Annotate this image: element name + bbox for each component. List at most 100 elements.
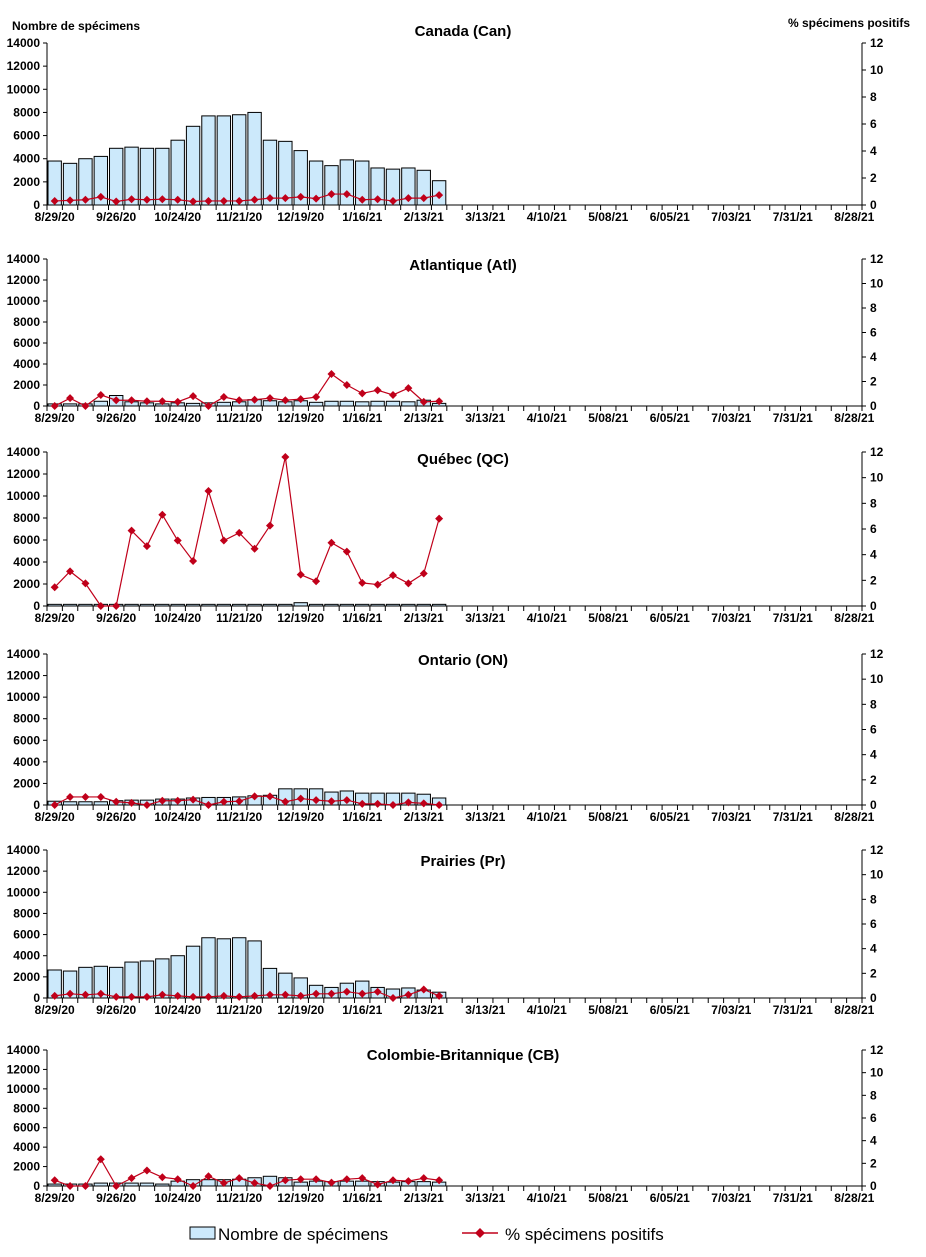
pct-positive-point — [235, 992, 244, 1001]
y-left-tick-label: 12000 — [7, 59, 41, 73]
y-right-tick-label: 12 — [870, 252, 884, 266]
y-left-tick-label: 12000 — [7, 467, 41, 481]
pct-positive-point — [404, 798, 413, 807]
pct-positive-point — [235, 196, 244, 205]
y-left-tick-label: 0 — [33, 798, 40, 812]
y-right-tick-label: 2 — [870, 966, 877, 980]
x-tick-label: 11/21/20 — [216, 1003, 262, 1017]
specimen-bar — [201, 1179, 216, 1187]
pct-positive-line — [54, 456, 440, 607]
y-right-tick-label: 0 — [870, 399, 877, 413]
specimen-bar — [170, 139, 185, 206]
pct-positive-point — [265, 990, 274, 999]
pct-positive-point — [112, 992, 121, 1001]
panel-title: Atlantique (Atl) — [409, 257, 516, 274]
pct-positive-point — [81, 1182, 90, 1190]
x-tick-label: 8/29/20 — [35, 1003, 75, 1017]
pct-positive-point — [358, 1174, 367, 1183]
y-left-tick-label: 2000 — [13, 577, 40, 591]
y-right-tick-label: 12 — [870, 36, 884, 50]
x-tick-label: 8/28/21 — [834, 1191, 874, 1205]
pct-positive-point — [388, 390, 397, 399]
panel-title: Colombie-Britannique (CB) — [367, 1047, 560, 1064]
y-right-tick-label: 10 — [870, 63, 884, 77]
x-tick-label: 8/29/20 — [35, 1191, 75, 1205]
pct-positive-point — [327, 797, 336, 806]
x-tick-label: 4/10/21 — [527, 810, 567, 824]
y-right-tick-label: 8 — [870, 301, 877, 315]
x-tick-label: 2/13/21 — [404, 1191, 444, 1205]
x-tick-label: 7/03/21 — [711, 411, 751, 425]
y-right-tick-label: 6 — [870, 1111, 877, 1125]
y-left-tick-label: 10000 — [7, 82, 41, 96]
y-left-tick-label: 10000 — [7, 489, 41, 503]
pct-positive-point — [112, 396, 121, 405]
pct-positive-point — [342, 987, 351, 996]
pct-positive-point — [127, 798, 136, 807]
x-tick-label: 8/29/20 — [35, 210, 75, 224]
pct-positive-point — [265, 394, 274, 403]
pct-positive-point — [281, 194, 290, 203]
pct-positive-point — [404, 1177, 413, 1186]
pct-positive-point — [296, 1175, 305, 1184]
pct-positive-point — [127, 396, 136, 405]
y-right-tick-label: 6 — [870, 917, 877, 931]
pct-positive-point — [404, 990, 413, 999]
x-tick-label: 1/16/21 — [342, 210, 382, 224]
pct-positive-point — [219, 797, 228, 806]
x-tick-label: 1/16/21 — [342, 411, 382, 425]
pct-positive-point — [250, 195, 259, 204]
pct-positive-point — [189, 556, 198, 565]
pct-positive-point — [142, 195, 151, 204]
specimen-bar — [139, 960, 155, 999]
x-tick-label: 1/16/21 — [342, 1003, 382, 1017]
y-left-tick-label: 4000 — [13, 949, 40, 963]
y-right-tick-label: 10 — [870, 1066, 884, 1080]
pct-positive-point — [142, 801, 151, 809]
x-tick-label: 7/03/21 — [711, 1191, 751, 1205]
legend-bars-label: Nombre de spécimens — [218, 1225, 388, 1244]
y-left-tick-label: 10000 — [7, 690, 41, 704]
specimen-bar — [308, 401, 324, 407]
pct-positive-point — [66, 567, 75, 576]
pct-positive-point — [373, 195, 382, 204]
y-right-tick-label: 8 — [870, 496, 877, 510]
x-tick-label: 12/19/20 — [277, 210, 324, 224]
pct-positive-point — [112, 602, 121, 610]
y-left-tick-label: 2000 — [13, 776, 40, 790]
pct-positive-point — [127, 1174, 136, 1183]
pct-positive-point — [112, 797, 121, 806]
pct-positive-point — [219, 536, 228, 545]
y-right-tick-label: 10 — [870, 277, 884, 291]
pct-positive-point — [127, 992, 136, 1001]
y-left-tick-label: 8000 — [13, 712, 40, 726]
legend-line-label: % spécimens positifs — [505, 1225, 664, 1244]
y-right-tick-label: 12 — [870, 1043, 884, 1057]
pct-positive-point — [112, 1182, 121, 1190]
x-tick-label: 4/10/21 — [527, 210, 567, 224]
y-left-tick-label: 4000 — [13, 755, 40, 769]
y-right-tick-label: 2 — [870, 573, 877, 587]
pct-positive-point — [373, 987, 382, 996]
y-right-tick-label: 10 — [870, 868, 884, 882]
specimen-bar — [201, 115, 216, 206]
x-tick-label: 4/10/21 — [527, 411, 567, 425]
pct-positive-point — [312, 1175, 321, 1184]
pct-positive-point — [142, 397, 151, 406]
y-left-tick-label: 6000 — [13, 533, 40, 547]
pct-positive-point — [158, 1173, 167, 1182]
pct-positive-point — [96, 192, 105, 201]
pct-positive-point — [312, 577, 321, 586]
pct-positive-point — [127, 195, 136, 204]
y-left-tick-label: 10000 — [7, 1082, 41, 1096]
panel-5: Colombie-Britannique (CB)020004000600080… — [7, 1043, 884, 1205]
y-left-tick-label: 12000 — [7, 273, 41, 287]
x-tick-label: 9/26/20 — [96, 1003, 136, 1017]
x-tick-label: 3/13/21 — [465, 411, 505, 425]
y-right-tick-label: 12 — [870, 445, 884, 459]
specimen-bar — [232, 937, 247, 999]
x-tick-label: 3/13/21 — [465, 611, 505, 625]
pct-positive-point — [173, 536, 182, 545]
pct-positive-point — [66, 1182, 75, 1190]
pct-positive-point — [204, 196, 213, 205]
